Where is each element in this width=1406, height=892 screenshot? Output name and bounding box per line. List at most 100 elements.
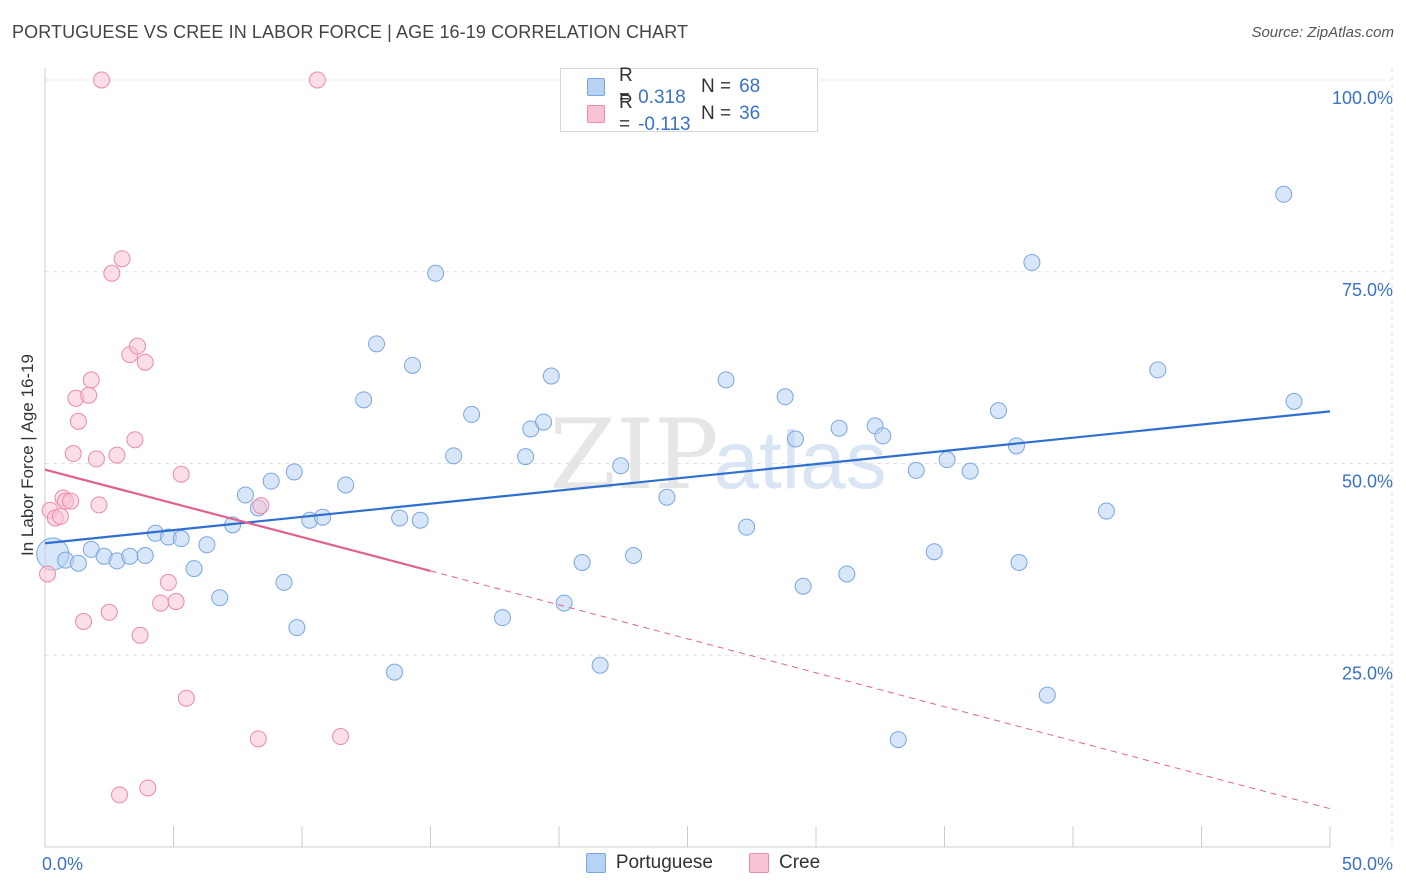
portuguese-point [612, 457, 630, 475]
portuguese-point [368, 335, 386, 353]
portuguese-point [717, 371, 735, 389]
cree-point [39, 565, 57, 583]
portuguese-point [1285, 392, 1303, 410]
cree-point [139, 779, 157, 797]
portuguese-point [786, 430, 804, 448]
gridlines [45, 68, 1393, 847]
portuguese-point [738, 518, 756, 536]
legend-label-cree: Cree [779, 852, 821, 873]
portuguese-point [445, 447, 463, 465]
cree-point [64, 445, 82, 463]
portuguese-point [463, 405, 481, 423]
cree-swatch [749, 853, 769, 873]
portuguese-point [355, 391, 373, 409]
cree-point [51, 507, 69, 525]
legend-row-portuguese: R = 0.318 N = 68 [587, 65, 760, 108]
correlation-legend: R = 0.318 N = 68 R = -0.113 N = 36 [560, 65, 818, 135]
cree-point [62, 492, 80, 510]
portuguese-point [337, 476, 355, 494]
axes [44, 68, 1331, 848]
portuguese-swatch [587, 78, 605, 96]
portuguese-point [517, 448, 535, 466]
cree-point [252, 497, 270, 515]
legend-r-label: R = [619, 92, 633, 135]
cree-point [172, 465, 190, 483]
portuguese-point [1097, 502, 1115, 520]
cree-point [167, 593, 185, 611]
portuguese-point [275, 573, 293, 591]
portuguese-point [658, 488, 676, 506]
portuguese-point [591, 656, 609, 674]
cree-point [308, 71, 326, 89]
cree-point [126, 431, 144, 449]
cree-points [39, 71, 350, 804]
cree-point [113, 250, 131, 268]
chart-title: PORTUGUESE VS CREE IN LABOR FORCE | AGE … [12, 22, 689, 42]
x-tick-label: 0.0% [42, 854, 83, 874]
cree-point [332, 728, 350, 746]
cree-point [136, 353, 154, 371]
portuguese-point [386, 663, 404, 681]
portuguese-point [391, 509, 409, 527]
source-label: Source: ZipAtlas.com [1251, 24, 1394, 41]
legend-item-portuguese[interactable]: Portuguese [585, 852, 713, 874]
cree-point [177, 689, 195, 707]
portuguese-point [1007, 437, 1025, 455]
portuguese-point [1038, 686, 1056, 704]
legend-item-cree[interactable]: Cree [749, 852, 820, 874]
cree-point [87, 450, 105, 468]
portuguese-points [36, 114, 1303, 749]
portuguese-point [404, 356, 422, 374]
watermark: ZIP atlas [549, 399, 886, 511]
x-tick-label: 50.0% [1342, 854, 1393, 874]
portuguese-point [198, 536, 216, 554]
portuguese-point [874, 427, 892, 445]
legend-r-value: -0.113 [638, 114, 691, 135]
y-tick-label: 75.0% [1342, 280, 1393, 300]
portuguese-point [555, 594, 573, 612]
portuguese-point [925, 543, 943, 561]
portuguese-point [938, 451, 956, 469]
legend-n-label: N = [701, 103, 732, 124]
portuguese-point [838, 565, 856, 583]
portuguese-point [776, 388, 794, 406]
cree-point [249, 730, 267, 748]
portuguese-point [830, 419, 848, 437]
portuguese-point [185, 560, 203, 578]
cree-point [108, 446, 126, 464]
portuguese-point [961, 462, 979, 480]
trend-lines [44, 410, 1331, 810]
legend-label-portuguese: Portuguese [615, 852, 713, 873]
portuguese-point [314, 508, 332, 526]
portuguese-point [625, 547, 643, 565]
cree-point [93, 71, 111, 89]
series-legend: Portuguese Cree [0, 852, 1406, 874]
portuguese-point [427, 264, 445, 282]
portuguese-trend-line [44, 410, 1331, 545]
y-tick-label: 50.0% [1342, 472, 1393, 492]
portuguese-point [889, 731, 907, 749]
portuguese-point [1149, 361, 1167, 379]
portuguese-swatch [585, 853, 606, 873]
cree-point [152, 594, 170, 612]
watermark-zip: ZIP [549, 399, 718, 511]
cree-swatch [587, 105, 605, 123]
cree-point [90, 496, 108, 514]
cree-point [111, 786, 129, 804]
legend-r-value: 0.318 [638, 87, 686, 108]
cree-trend-line [44, 468, 431, 572]
portuguese-point [535, 413, 553, 431]
portuguese-point [211, 589, 229, 607]
portuguese-point [907, 461, 925, 479]
portuguese-point [493, 609, 511, 627]
portuguese-point [69, 554, 87, 572]
y-axis-label: In Labor Force | Age 16-19 [18, 354, 37, 556]
portuguese-point [285, 463, 303, 481]
portuguese-point [262, 472, 280, 490]
cree-point [131, 626, 149, 644]
cree-point [103, 264, 121, 282]
portuguese-point [1023, 254, 1041, 272]
portuguese-point [989, 402, 1007, 420]
portuguese-point [136, 547, 154, 565]
